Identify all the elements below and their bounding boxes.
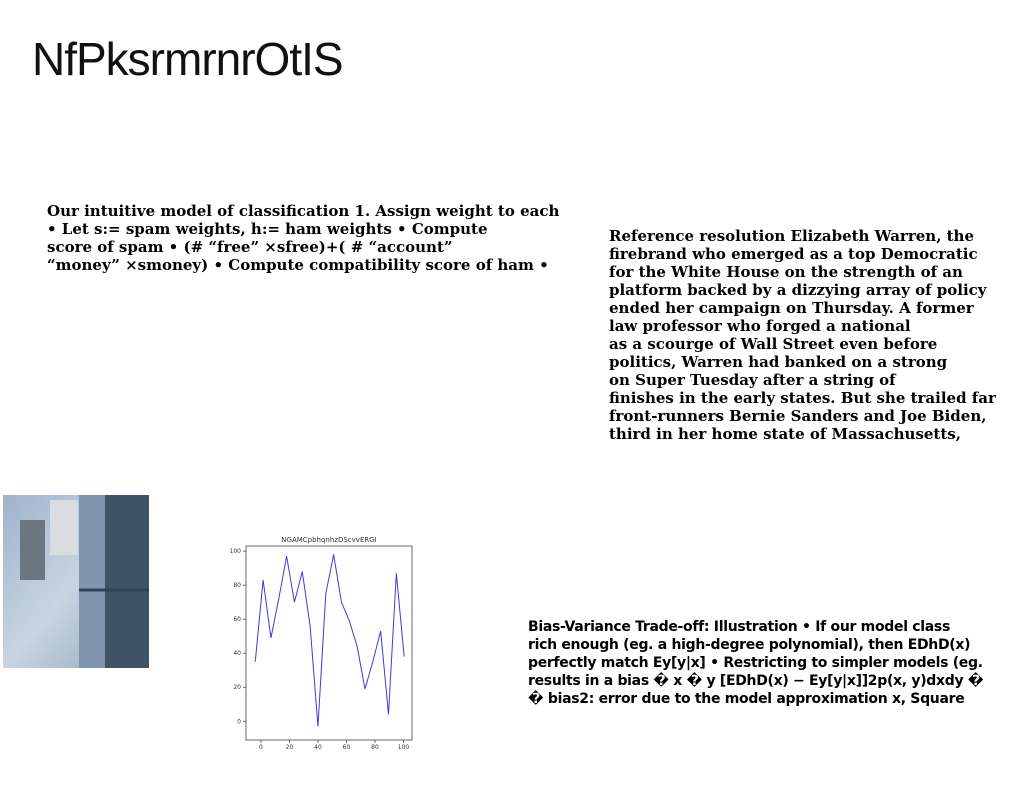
text-line: score of spam • (# “free” ×sfree)+( # “a… — [47, 238, 453, 256]
y-tick-label: 100 — [230, 548, 242, 555]
text-line: rich enough (eg. a high-degree polynomia… — [528, 637, 971, 653]
y-tick-label: 80 — [233, 582, 241, 589]
chart: NGAMCpbhqnhzDScvvERGI 0 20 40 60 80 100 0 20 40 60… — [230, 536, 413, 751]
chart-title: NGAMCpbhqnhzDScvvERGI — [281, 536, 376, 544]
text-line: for the White House on the strength of a… — [609, 263, 963, 281]
text-line: as a scourge of Wall Street even before — [609, 335, 938, 353]
photo-box — [20, 520, 45, 580]
text-line: perfectly match Ey[y|x] • Restricting to… — [528, 655, 983, 671]
x-tick-label: 40 — [314, 744, 322, 751]
text-bottom: Bias-Variance Trade-off: Illustration • … — [528, 618, 983, 708]
text-left: Our intuitive model of classification 1.… — [47, 202, 559, 274]
text-line: � bias2: error due to the model approxim… — [528, 691, 965, 707]
x-tick-label: 0 — [259, 744, 263, 751]
x-tick-label: 20 — [286, 744, 294, 751]
x-tick-label: 60 — [343, 744, 351, 751]
text-line: • Let s:= spam weights, h:= ham weights … — [47, 220, 488, 238]
photo-grille — [105, 495, 149, 668]
text-line: law professor who forged a national — [609, 317, 911, 335]
text-line: platform backed by a dizzying array of p… — [609, 281, 987, 299]
photo-box — [50, 500, 78, 555]
text-line: Our intuitive model of classification 1.… — [47, 202, 560, 220]
x-tick-label: 100 — [398, 744, 410, 751]
text-line: politics, Warren had banked on a strong — [609, 353, 948, 371]
text-line: firebrand who emerged as a top Democrati… — [609, 245, 978, 263]
y-tick-label: 0 — [237, 718, 241, 725]
y-tick-label: 20 — [233, 684, 241, 691]
text-line: ended her campaign on Thursday. A former — [609, 299, 974, 317]
text-line: Reference resolution Elizabeth Warren, t… — [609, 227, 975, 245]
plot-frame — [245, 545, 413, 741]
x-tick-label: 80 — [371, 744, 379, 751]
text-line: on Super Tuesday after a string of — [609, 371, 896, 389]
slide-title: NfPksrmrnrOtIS — [32, 33, 344, 85]
text-line: results in a bias � x � y [EDhD(x) − Ey[… — [528, 673, 984, 689]
photo — [3, 495, 149, 668]
text-line: “money” ×smoney) • Compute compatibility… — [47, 256, 549, 274]
text-right: Reference resolution Elizabeth Warren, t… — [609, 227, 996, 443]
text-line: third in her home state of Massachusetts… — [609, 425, 961, 443]
y-tick-label: 60 — [233, 616, 241, 623]
text-line: Bias-Variance Trade-off: Illustration • … — [528, 619, 950, 635]
text-line: finishes in the early states. But she tr… — [609, 389, 996, 407]
y-tick-label: 40 — [233, 650, 241, 657]
text-line: front-runners Bernie Sanders and Joe Bid… — [609, 407, 987, 425]
data-line — [254, 554, 405, 727]
